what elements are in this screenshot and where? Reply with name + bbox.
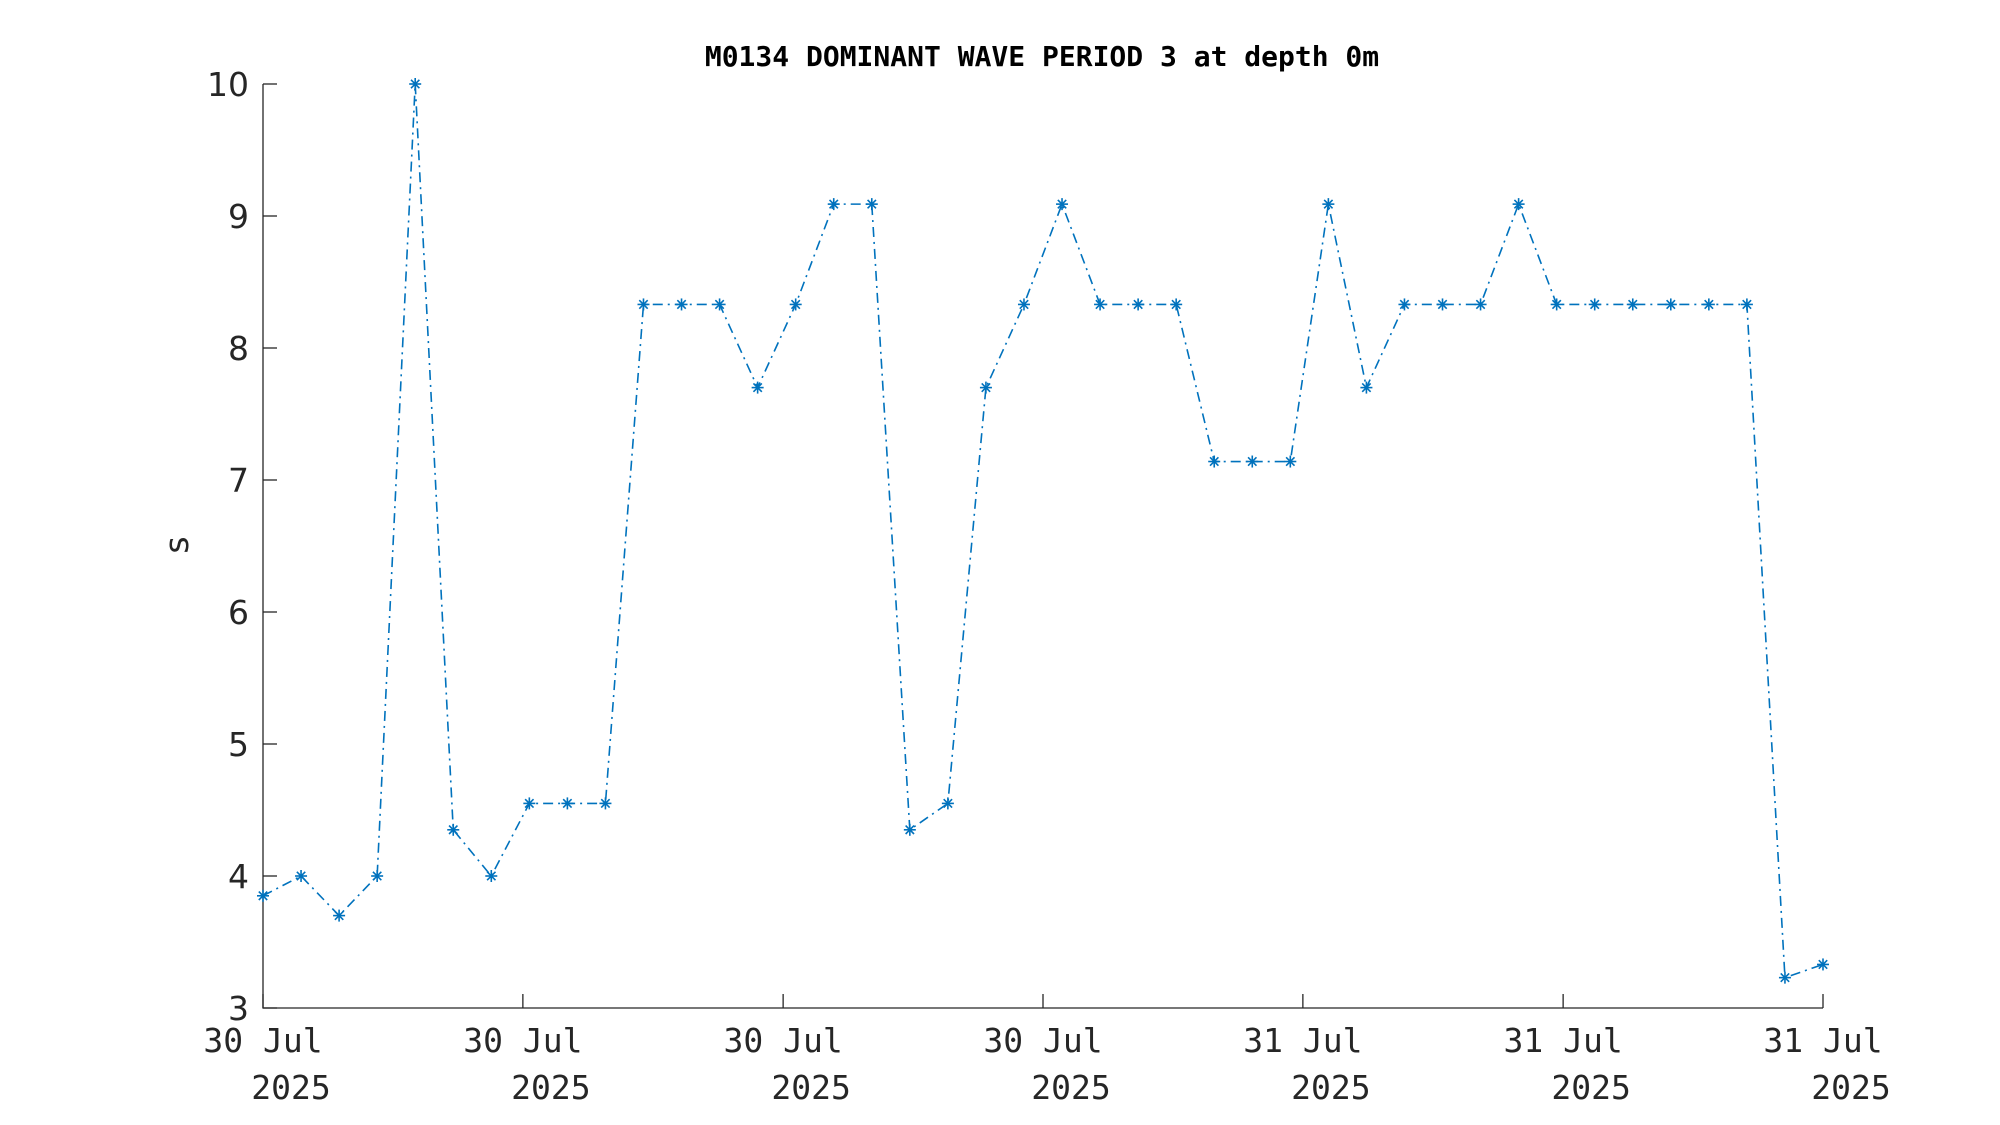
data-point (1436, 298, 1449, 311)
data-point (941, 797, 954, 810)
data-point (485, 870, 498, 882)
data-point (1170, 298, 1183, 311)
data-point (561, 797, 574, 810)
data-point (333, 909, 346, 922)
x-tick-label-day: 31 Jul (1763, 1021, 1882, 1060)
data-point (1056, 198, 1069, 211)
data-point (1512, 198, 1525, 211)
data-point (713, 298, 726, 311)
plot-area (257, 78, 1829, 984)
data-point (447, 823, 460, 836)
data-point (599, 797, 612, 810)
data-point (1550, 298, 1563, 311)
x-tick-label-day: 31 Jul (1504, 1021, 1623, 1060)
data-point (751, 381, 764, 394)
x-tick-label-day: 31 Jul (1243, 1021, 1362, 1060)
y-tick-label: 3 (228, 989, 249, 1028)
data-point (295, 870, 308, 882)
data-point (675, 298, 688, 311)
data-point (1474, 298, 1487, 311)
x-ticks: 30 Jul 2025 30 Jul 2025 30 Jul 2025 30 Jul 2025… (203, 994, 1891, 1107)
data-point (1017, 298, 1030, 311)
x-tick-label-year: 2025 (251, 1068, 330, 1107)
data-point (903, 823, 916, 836)
x-tick-label-year: 2025 (511, 1068, 590, 1107)
data-point (1626, 298, 1639, 311)
y-tick-label: 4 (228, 857, 249, 896)
data-point (1817, 958, 1829, 971)
axes (262, 84, 1823, 1009)
data-point (409, 78, 422, 90)
data-point (1740, 298, 1753, 311)
x-tick-label-year: 2025 (1031, 1068, 1110, 1107)
y-tick-label: 5 (228, 725, 249, 764)
y-tick-label: 10 (207, 65, 249, 104)
y-axis-label: s (157, 536, 196, 553)
x-tick-label-day: 30 Jul (203, 1021, 322, 1060)
data-point (1664, 298, 1677, 311)
data-point (1588, 298, 1601, 311)
data-point (371, 870, 384, 882)
x-tick-label-day: 30 Jul (724, 1021, 843, 1060)
y-tick-label: 9 (228, 197, 249, 236)
data-point (1284, 455, 1297, 468)
data-point (865, 198, 878, 211)
data-point (827, 198, 840, 211)
data-point (1360, 381, 1373, 394)
data-point (979, 381, 992, 394)
data-point (1094, 298, 1107, 311)
data-point (789, 298, 802, 311)
y-tick-label: 8 (228, 329, 249, 368)
data-point (523, 797, 536, 810)
x-tick-label-year: 2025 (1291, 1068, 1370, 1107)
y-tick-label: 6 (228, 593, 249, 632)
axis-lines (262, 84, 1823, 1009)
x-tick-label-day: 30 Jul (983, 1021, 1102, 1060)
data-point (1208, 455, 1221, 468)
y-ticks: 3 4 5 6 7 8 9 10 (207, 65, 277, 1028)
data-point (1322, 198, 1335, 211)
data-point (637, 298, 650, 311)
data-point (1702, 298, 1715, 311)
chart-title: M0134 DOMINANT WAVE PERIOD 3 at depth 0m (705, 40, 1379, 73)
data-point (1398, 298, 1411, 311)
x-tick-label-year: 2025 (1811, 1068, 1890, 1107)
data-point (1246, 455, 1259, 468)
series-line (262, 83, 1824, 979)
x-tick-label-day: 30 Jul (463, 1021, 582, 1060)
y-tick-label: 7 (228, 461, 249, 500)
data-point (1778, 971, 1791, 984)
data-point (257, 889, 269, 902)
x-tick-label-year: 2025 (771, 1068, 850, 1107)
data-point (1132, 298, 1145, 311)
x-tick-label-year: 2025 (1551, 1068, 1630, 1107)
